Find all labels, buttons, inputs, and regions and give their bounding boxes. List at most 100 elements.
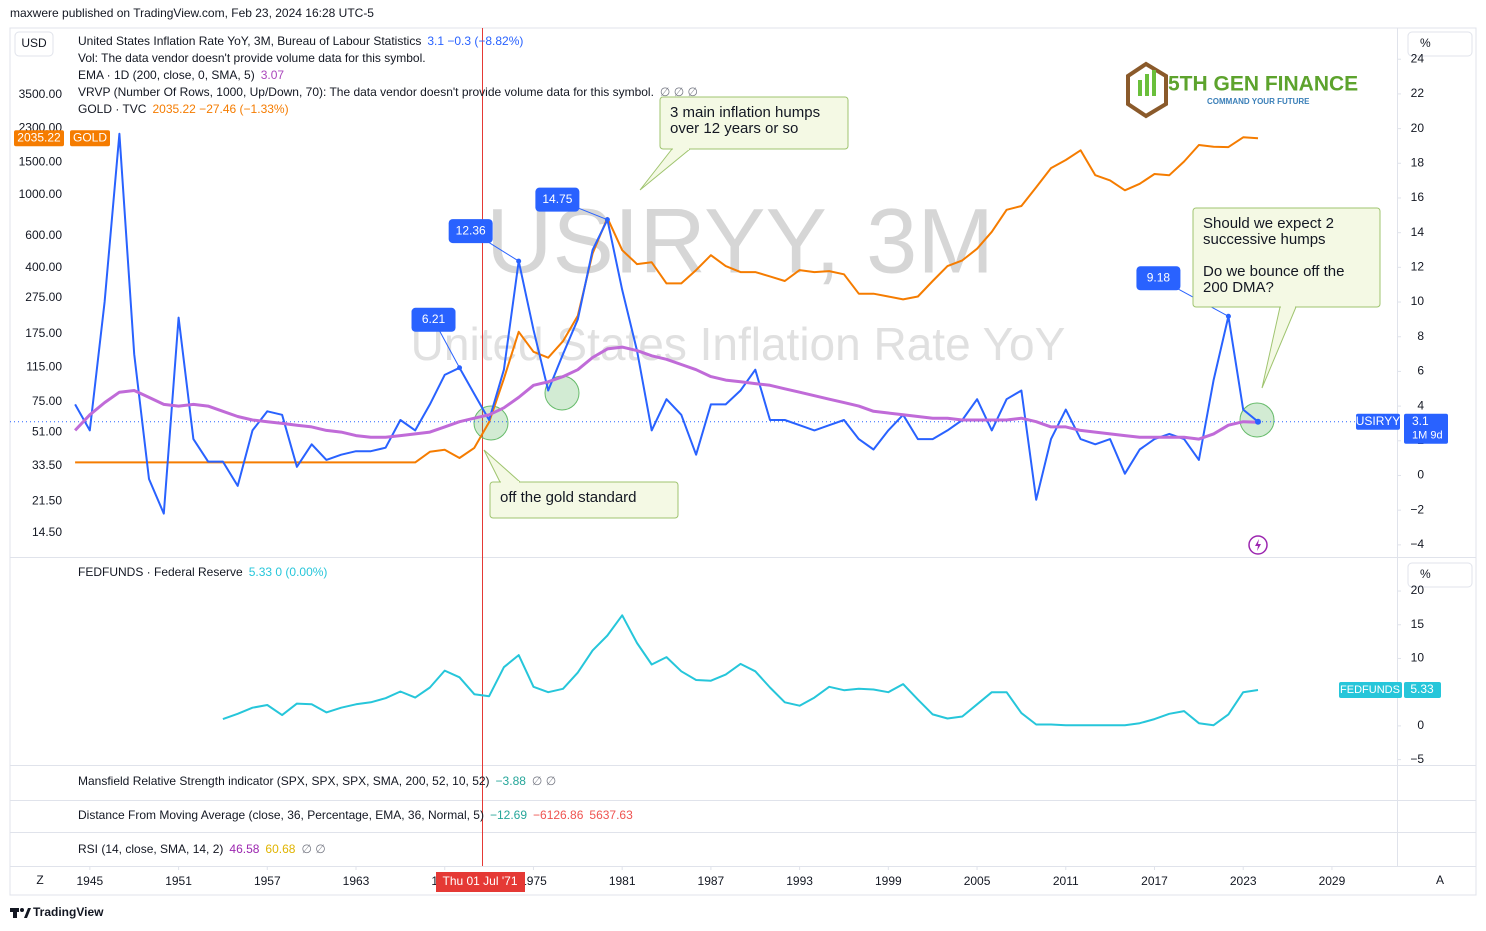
legend-text: 3.07 <box>261 68 285 82</box>
y-tick-label: 3500.00 <box>19 87 63 101</box>
legend-text: 2035.22 −27.46 (−1.33%) <box>152 102 288 116</box>
price-tag <box>1356 413 1400 430</box>
x-tick-label: 1999 <box>875 874 902 888</box>
footer-logo-mark <box>24 908 31 918</box>
y2-tick-label: 0 <box>1417 718 1424 732</box>
price-tag <box>1404 413 1448 444</box>
x-tick-label: 2017 <box>1141 874 1168 888</box>
zoom-button[interactable]: Z <box>36 873 43 887</box>
legend-text: GOLD · TVC <box>78 102 147 116</box>
logo: 5TH GEN FINANCE COMMAND YOUR FUTURE <box>1126 61 1358 119</box>
auto-scale-button[interactable]: A <box>1436 873 1444 887</box>
annotation-text: 3 main inflation humps <box>670 104 820 121</box>
legend-line: RSI (14, close, SMA, 14, 2) 46.58 60.68 ∅ ∅ <box>78 842 326 856</box>
legend-text: Mansfield Relative Strength indicator (S… <box>78 774 490 788</box>
legend-text: −3.88 <box>496 774 527 788</box>
legend-text: Vol: The data vendor doesn't provide vol… <box>78 51 426 65</box>
annotation-text: over 12 years or so <box>670 120 798 137</box>
y2-tick-label: 8 <box>1417 329 1424 343</box>
x-tick-label: 2005 <box>964 874 991 888</box>
y2-tick-label: −2 <box>1410 502 1424 516</box>
series-group <box>222 614 1259 727</box>
series-line <box>75 136 1259 464</box>
legend-text: EMA · 1D (200, close, 0, SMA, 5) <box>78 68 255 82</box>
y2-tick-label: 18 <box>1411 155 1425 169</box>
legend-text: −12.69 <box>490 808 527 822</box>
last-point <box>1255 418 1262 425</box>
x-tick-label: 2023 <box>1230 874 1257 888</box>
y-tick-label: 75.00 <box>32 394 62 408</box>
crosshair-label-box <box>436 872 525 892</box>
annotation-box <box>659 96 849 150</box>
callout-label: 6.21 <box>422 312 446 326</box>
series-group <box>74 132 1259 515</box>
y-tick-label: 275.00 <box>25 290 62 304</box>
callout-label: 12.36 <box>456 223 486 237</box>
series-group <box>75 136 1259 464</box>
y-tick-label: 51.00 <box>32 425 62 439</box>
y2-tick-label: 16 <box>1411 190 1425 204</box>
legend-text: 60.68 <box>265 842 295 856</box>
price-tag-value: 2035.22 <box>17 130 61 144</box>
y-tick-label: 33.50 <box>32 458 62 472</box>
alert-icon[interactable] <box>1248 535 1268 555</box>
series-group <box>74 345 1259 441</box>
price-tag <box>14 130 64 147</box>
annotation-text: successive humps <box>1203 231 1326 248</box>
y2-tick-label: 10 <box>1411 651 1425 665</box>
legend-text: ∅ ∅ ∅ <box>660 85 698 99</box>
currency-label: USD <box>21 36 47 50</box>
y-tick-label: 1500.00 <box>19 155 63 169</box>
y2-tick-label: 24 <box>1411 51 1425 65</box>
callout-label: 14.75 <box>542 192 572 206</box>
callout-point <box>1225 313 1231 319</box>
legend-text: 46.58 <box>229 842 259 856</box>
y2-tick-label: −4 <box>1410 537 1424 551</box>
y2-tick-label: 10 <box>1411 294 1425 308</box>
y2-tick-label: 22 <box>1411 86 1425 100</box>
y-tick-label: 400.00 <box>25 260 62 274</box>
legend-text: FEDFUNDS · Federal Reserve <box>78 565 243 579</box>
legend-text: 5637.63 <box>589 808 633 822</box>
footer-brand: TradingView <box>33 905 104 919</box>
price-tag <box>1339 681 1402 698</box>
legend-text: VRVP (Number Of Rows, 1000, Up/Down, 70)… <box>78 85 654 99</box>
legend-line: Distance From Moving Average (close, 36,… <box>78 808 633 822</box>
price-tag <box>70 130 110 147</box>
crosshair-label: Thu 01 Jul '71 <box>442 874 517 888</box>
series-line <box>222 614 1259 727</box>
y2-tick-label: 15 <box>1411 617 1425 631</box>
scale-label: % <box>1420 36 1431 50</box>
legend-line: Vol: The data vendor doesn't provide vol… <box>78 51 426 65</box>
price-tag <box>1404 681 1441 698</box>
x-tick-label: 1987 <box>698 874 725 888</box>
legend-text: United States Inflation Rate YoY, 3M, Bu… <box>78 34 421 48</box>
price-tag-name: GOLD <box>73 130 107 144</box>
scale-button[interactable] <box>1407 562 1473 588</box>
price-tag-value: 3.1 <box>1412 414 1429 428</box>
y-tick-label: 1000.00 <box>19 187 63 201</box>
annotation-text: off the gold standard <box>500 489 637 506</box>
y2-tick-label: 20 <box>1411 583 1425 597</box>
legend-line: GOLD · TVC 2035.22 −27.46 (−1.33%) <box>78 102 289 116</box>
y2-tick-label: 14 <box>1411 225 1425 239</box>
series-line <box>74 345 1259 441</box>
legend-line: United States Inflation Rate YoY, 3M, Bu… <box>78 34 523 48</box>
scale-button[interactable] <box>1407 31 1473 57</box>
currency-button[interactable] <box>14 31 54 57</box>
callout-box <box>411 307 456 332</box>
highlight-circle <box>473 405 509 441</box>
x-tick-label: 1951 <box>165 874 192 888</box>
x-tick-label: 1957 <box>254 874 281 888</box>
price-tag-name: USIRYY <box>1356 414 1400 428</box>
logo-slogan: COMMAND YOUR FUTURE <box>1207 97 1310 106</box>
y-tick-label: 115.00 <box>26 360 62 374</box>
annotation-text: Should we expect 2 <box>1203 215 1334 232</box>
watermark-description: United States Inflation Rate YoY <box>411 318 1066 370</box>
logo-bar <box>1138 80 1142 96</box>
x-tick-label: 2011 <box>1053 874 1079 888</box>
legend-line: Mansfield Relative Strength indicator (S… <box>78 774 556 788</box>
y2-tick-label: −5 <box>1410 752 1424 766</box>
